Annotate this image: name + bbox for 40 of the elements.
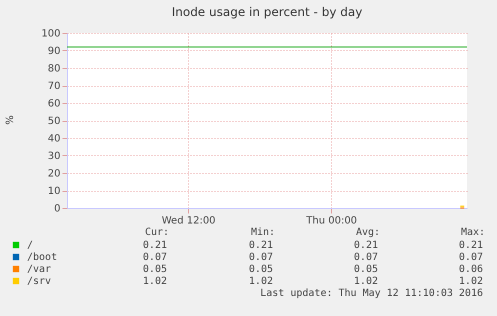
y-tick-label: 90 bbox=[48, 46, 60, 57]
legend-label: /boot bbox=[27, 252, 58, 263]
legend-label: /srv bbox=[27, 276, 52, 287]
legend-label: / bbox=[27, 240, 34, 251]
y-tick-label: 80 bbox=[48, 64, 60, 74]
text: Min: bbox=[251, 227, 276, 238]
y-tick-label: 50 bbox=[48, 116, 60, 127]
chart-title: Inode usage in percent - by day bbox=[172, 5, 362, 19]
text: 0.07 bbox=[142, 252, 167, 263]
y-tick-label: 40 bbox=[48, 134, 60, 144]
text: 1.02 bbox=[458, 276, 483, 287]
text: Cur: bbox=[145, 227, 170, 238]
y-tick-label: 70 bbox=[48, 81, 60, 92]
text: 0.05 bbox=[354, 264, 378, 275]
y-tick-label: 20 bbox=[48, 168, 60, 180]
text: 0.21 bbox=[142, 240, 167, 251]
y-tick-label: 0 bbox=[54, 204, 60, 214]
text: 0.06 bbox=[458, 264, 483, 275]
text: 0.21 bbox=[354, 240, 378, 251]
text: 0.05 bbox=[142, 264, 167, 275]
legend-label: /var bbox=[27, 264, 52, 275]
y-tick-label: 10 bbox=[48, 186, 60, 197]
x-tick-label: Wed 12:00 bbox=[162, 216, 216, 226]
x-tick-label: Thu 00:00 bbox=[305, 216, 358, 226]
text: 0.05 bbox=[248, 264, 273, 275]
text: 1.02 bbox=[354, 276, 378, 287]
y-tick-label: 100 bbox=[41, 28, 60, 40]
text: 0.07 bbox=[458, 252, 483, 263]
text: Max: bbox=[461, 227, 486, 238]
y-axis-title: % bbox=[5, 115, 16, 125]
text: 0.21 bbox=[248, 240, 273, 251]
text: 1.02 bbox=[142, 276, 167, 287]
text: Avg: bbox=[356, 227, 380, 238]
text: 0.07 bbox=[354, 252, 378, 263]
y-tick-label: 60 bbox=[48, 98, 60, 110]
text: 0.07 bbox=[248, 252, 273, 263]
text: 1.02 bbox=[248, 276, 273, 287]
text: 0.21 bbox=[458, 240, 483, 251]
text: Last update: Thu May 12 11:10:03 2016 bbox=[260, 288, 483, 299]
y-tick-label: 30 bbox=[48, 151, 60, 162]
